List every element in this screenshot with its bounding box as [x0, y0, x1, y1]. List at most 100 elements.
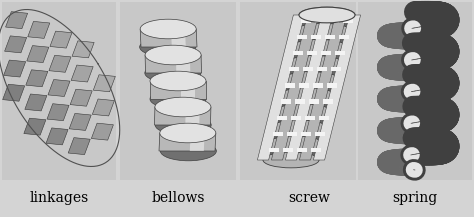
- Polygon shape: [69, 113, 91, 130]
- Polygon shape: [26, 70, 48, 87]
- Ellipse shape: [287, 56, 343, 71]
- Ellipse shape: [145, 63, 201, 83]
- Polygon shape: [92, 99, 114, 116]
- Polygon shape: [263, 15, 355, 160]
- Ellipse shape: [263, 152, 319, 168]
- Polygon shape: [5, 36, 27, 53]
- Polygon shape: [335, 51, 345, 55]
- Polygon shape: [303, 67, 313, 71]
- Polygon shape: [313, 83, 323, 87]
- Polygon shape: [71, 65, 93, 82]
- Polygon shape: [269, 148, 279, 152]
- Ellipse shape: [275, 104, 331, 120]
- Polygon shape: [155, 107, 211, 125]
- Text: screw: screw: [288, 191, 330, 205]
- Ellipse shape: [283, 72, 339, 87]
- Text: spring: spring: [392, 191, 438, 205]
- Polygon shape: [70, 89, 92, 106]
- Bar: [358, 2, 472, 180]
- Polygon shape: [185, 107, 200, 125]
- Polygon shape: [48, 79, 70, 97]
- Polygon shape: [50, 31, 72, 48]
- Polygon shape: [273, 132, 283, 136]
- Ellipse shape: [299, 7, 355, 23]
- Polygon shape: [323, 99, 333, 104]
- Polygon shape: [313, 15, 361, 160]
- Ellipse shape: [160, 123, 216, 143]
- Polygon shape: [145, 55, 201, 73]
- Polygon shape: [329, 19, 339, 23]
- Polygon shape: [285, 83, 295, 87]
- Polygon shape: [300, 15, 346, 160]
- Ellipse shape: [291, 39, 347, 55]
- Polygon shape: [285, 15, 333, 160]
- Text: linkages: linkages: [29, 191, 89, 205]
- Ellipse shape: [279, 88, 335, 103]
- Bar: [120, 2, 236, 180]
- Polygon shape: [181, 81, 195, 99]
- Polygon shape: [293, 51, 303, 55]
- Bar: [240, 2, 356, 180]
- Polygon shape: [339, 35, 349, 39]
- Polygon shape: [272, 15, 319, 160]
- Polygon shape: [46, 128, 68, 145]
- Ellipse shape: [155, 97, 211, 117]
- Polygon shape: [311, 35, 321, 39]
- Polygon shape: [301, 132, 311, 136]
- Polygon shape: [159, 133, 216, 151]
- Polygon shape: [49, 55, 71, 72]
- Ellipse shape: [267, 136, 323, 152]
- Polygon shape: [24, 118, 46, 135]
- Polygon shape: [6, 12, 27, 29]
- Polygon shape: [190, 133, 205, 151]
- Polygon shape: [277, 116, 287, 120]
- Polygon shape: [27, 46, 49, 62]
- Polygon shape: [297, 35, 307, 39]
- Ellipse shape: [155, 115, 211, 135]
- Polygon shape: [176, 55, 190, 73]
- Polygon shape: [4, 60, 26, 77]
- Polygon shape: [327, 83, 337, 87]
- Polygon shape: [281, 99, 291, 104]
- Ellipse shape: [150, 71, 206, 91]
- Polygon shape: [297, 148, 307, 152]
- Polygon shape: [343, 19, 353, 23]
- Ellipse shape: [160, 141, 216, 161]
- Polygon shape: [47, 104, 69, 121]
- Ellipse shape: [145, 45, 201, 65]
- Polygon shape: [325, 35, 335, 39]
- Text: bellows: bellows: [151, 191, 205, 205]
- Polygon shape: [91, 123, 113, 140]
- Ellipse shape: [140, 37, 196, 57]
- Polygon shape: [93, 75, 115, 92]
- Polygon shape: [287, 132, 297, 136]
- Polygon shape: [295, 99, 305, 104]
- Polygon shape: [331, 67, 341, 71]
- Bar: [2, 2, 116, 180]
- Polygon shape: [305, 116, 315, 120]
- Polygon shape: [311, 148, 321, 152]
- Ellipse shape: [271, 120, 327, 136]
- Polygon shape: [289, 67, 299, 71]
- Polygon shape: [257, 15, 305, 160]
- Polygon shape: [291, 116, 301, 120]
- Polygon shape: [299, 83, 309, 87]
- Polygon shape: [25, 94, 47, 111]
- Polygon shape: [315, 19, 325, 23]
- Polygon shape: [319, 116, 329, 120]
- Ellipse shape: [299, 7, 355, 23]
- Polygon shape: [3, 84, 25, 101]
- Polygon shape: [321, 51, 331, 55]
- Ellipse shape: [140, 19, 196, 39]
- Polygon shape: [68, 138, 90, 155]
- Polygon shape: [317, 67, 327, 71]
- Polygon shape: [301, 19, 311, 23]
- Polygon shape: [283, 148, 293, 152]
- Polygon shape: [28, 21, 50, 38]
- Polygon shape: [150, 81, 206, 99]
- Polygon shape: [309, 99, 319, 104]
- Polygon shape: [307, 51, 317, 55]
- Polygon shape: [72, 41, 94, 58]
- Polygon shape: [315, 132, 325, 136]
- Polygon shape: [140, 29, 197, 47]
